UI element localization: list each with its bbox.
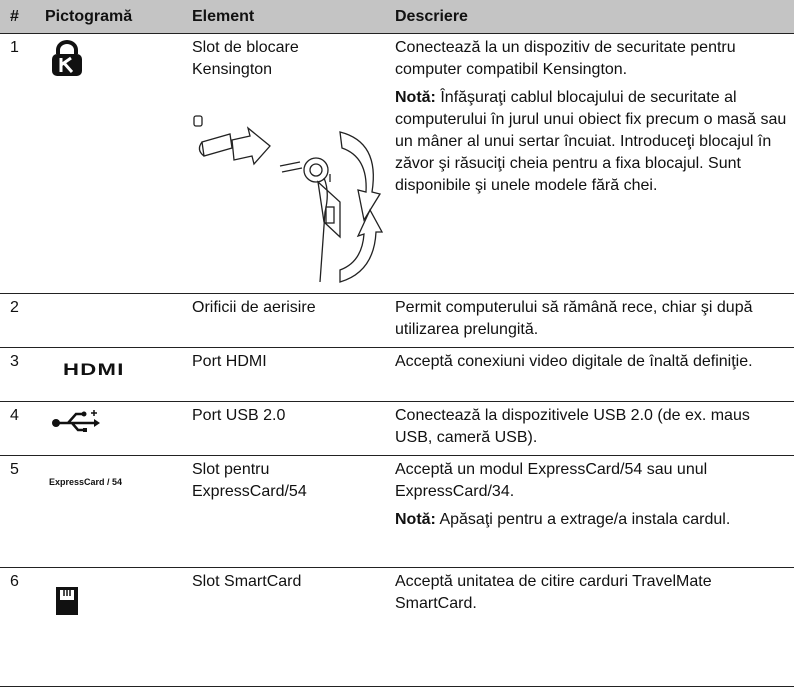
icon (52, 40, 82, 76)
pictogram (45, 401, 185, 456)
element-name: Port USB 2.0 (185, 401, 385, 456)
description-paragraph: Notă: Apăsaţi pentru a extrage/a instala… (395, 509, 788, 531)
element-name: Slot pentru ExpressCard/54 (185, 455, 385, 568)
description-paragraph: Permit computerului să rămână rece, chia… (395, 297, 788, 341)
header-row: # Pictogramă Element Descriere (0, 0, 794, 34)
paragraph-text: Apăsaţi pentru a extrage/a instala cardu… (439, 511, 731, 528)
row-number: 4 (0, 401, 45, 456)
element-name: Port HDMI (185, 347, 385, 402)
paragraph-text: Conectează la un dispozitiv de securitat… (395, 39, 736, 78)
table-row: 4 Port USB 2.0 Conectează la dispozitivele… (0, 401, 794, 456)
table-row: 1 Slot de blocare Kensington Conectează la… (0, 33, 794, 294)
row-number: 6 (0, 567, 45, 687)
pictogram (45, 567, 185, 687)
description-paragraph: Acceptă un modul ExpressCard/54 sau unul… (395, 459, 788, 503)
column-header: Element (185, 0, 385, 34)
icon-label: HDMI (63, 360, 125, 379)
element-name: Slot de blocare Kensington (185, 33, 385, 294)
element-name: Slot SmartCard (185, 567, 385, 687)
table-row: 3 HDMI Port HDMI Acceptă conexiuni video di… (0, 347, 794, 402)
description-paragraph: Conectează la un dispozitiv de securitat… (395, 37, 788, 81)
description-paragraph: Conectează la dispozitivele USB 2.0 (de … (395, 405, 788, 449)
pictogram: HDMI (45, 347, 185, 402)
pictogram: ExpressCard / 54 (45, 455, 185, 568)
kensington-illustration (193, 115, 384, 283)
description-paragraph: Notă: Înfăşuraţi cablul blocajului de se… (395, 87, 788, 197)
element-name: Orificii de aerisire (185, 293, 385, 348)
description: Conectează la dispozitivele USB 2.0 (de … (385, 401, 794, 456)
column-header: Descriere (385, 0, 794, 34)
paragraph-text: Permit computerului să rămână rece, chia… (395, 299, 753, 338)
description: Acceptă conexiuni video digitale de înal… (385, 347, 794, 402)
pictogram (45, 293, 185, 348)
paragraph-text: Acceptă un modul ExpressCard/54 sau unul… (395, 461, 708, 500)
pictogram (45, 33, 185, 294)
description: Permit computerului să rămână rece, chia… (385, 293, 794, 348)
row-number: 3 (0, 347, 45, 402)
column-header: # (0, 0, 45, 34)
description: Acceptă unitatea de citire carduri Trave… (385, 567, 794, 687)
icon (52, 410, 100, 432)
paragraph-text: Înfăşuraţi cablul blocajului de securita… (395, 89, 787, 194)
note-label: Notă: (395, 89, 436, 106)
row-number: 5 (0, 455, 45, 568)
description-paragraph: Acceptă unitatea de citire carduri Trave… (395, 571, 788, 615)
description: Conectează la un dispozitiv de securitat… (385, 33, 794, 294)
table-row: 2 Orificii de aerisire Permit computerului… (0, 293, 794, 348)
row-number: 2 (0, 293, 45, 348)
icon-label: ExpressCard / 54 (49, 477, 123, 487)
icon (56, 587, 78, 615)
table-row: 5 ExpressCard / 54 Slot pentru ExpressCard… (0, 455, 794, 568)
row-number: 1 (0, 33, 45, 294)
note-label: Notă: (395, 511, 436, 528)
description-paragraph: Acceptă conexiuni video digitale de înal… (395, 351, 788, 373)
description: Acceptă un modul ExpressCard/54 sau unul… (385, 455, 794, 568)
paragraph-text: Acceptă conexiuni video digitale de înal… (395, 353, 753, 370)
table-row: 6 Slot SmartCard Acceptă unitatea de citir… (0, 567, 794, 687)
paragraph-text: Acceptă unitatea de citire carduri Trave… (395, 573, 712, 612)
paragraph-text: Conectează la dispozitivele USB 2.0 (de … (395, 407, 750, 446)
table-body: 1 Slot de blocare Kensington Conectează la… (0, 33, 794, 687)
column-header: Pictogramă (45, 0, 185, 34)
